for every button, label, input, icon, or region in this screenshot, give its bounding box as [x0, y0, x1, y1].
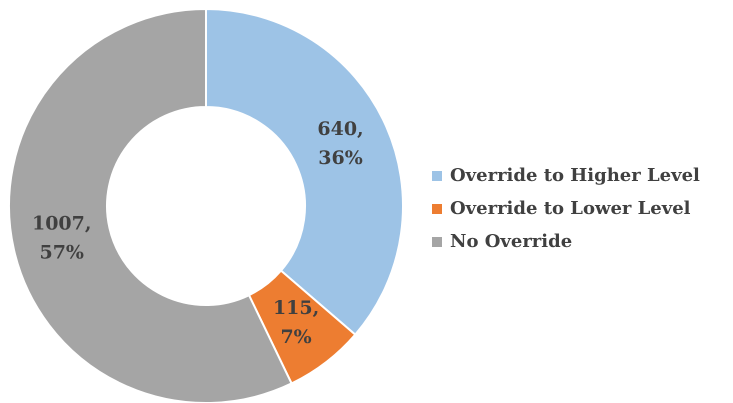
donut-slice	[205, 7, 404, 337]
legend-label: No Override	[450, 231, 572, 252]
data-label: 115,	[273, 297, 319, 319]
data-label: 640,	[317, 118, 363, 140]
data-label: 36%	[318, 147, 363, 169]
donut-slice	[8, 7, 293, 403]
legend-swatch	[432, 237, 442, 247]
data-label: 1007,	[32, 212, 92, 234]
legend-label: Override to Higher Level	[450, 165, 700, 186]
legend-swatch	[432, 171, 442, 181]
legend-label: Override to Lower Level	[450, 198, 691, 219]
data-label: 7%	[280, 326, 311, 348]
data-label: 57%	[39, 241, 84, 263]
legend-swatch	[432, 204, 442, 214]
